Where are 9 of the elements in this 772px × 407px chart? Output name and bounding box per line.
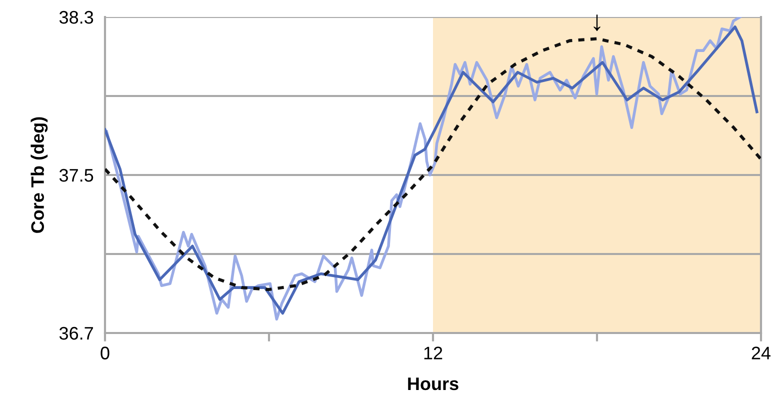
y-tick-label: 37.5 (59, 168, 94, 182)
x-axis-title: Hours (408, 378, 458, 390)
y-tick-label: 38.3 (59, 10, 94, 24)
x-tick-label: 24 (752, 346, 771, 360)
y-axis-title: Core Tb (deg) (30, 117, 48, 233)
x-tick-label: 0 (100, 346, 110, 360)
x-tick-label: 12 (424, 346, 442, 360)
annotation: ↓ (594, 14, 600, 32)
y-tick-label: 36.7 (59, 326, 93, 340)
